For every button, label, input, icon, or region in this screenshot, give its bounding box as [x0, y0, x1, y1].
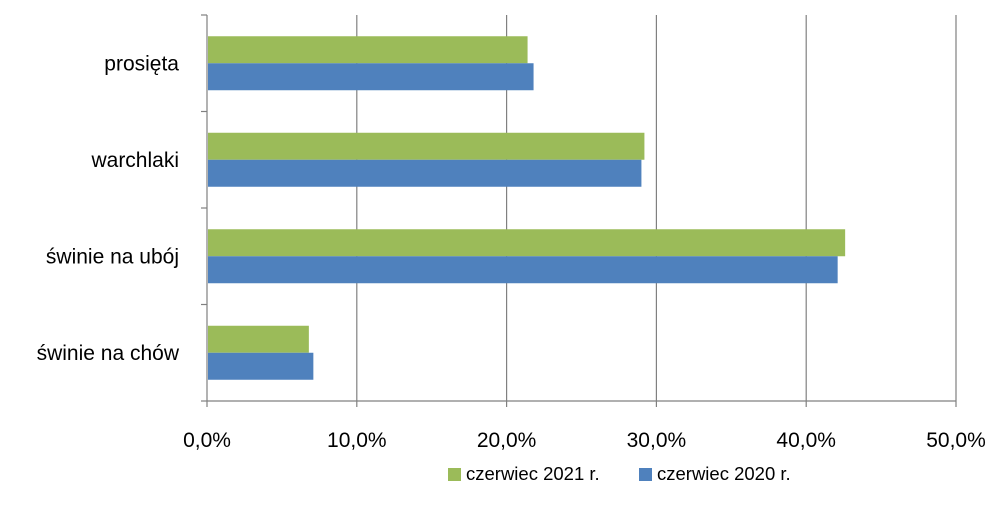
bar-2021-0	[208, 36, 528, 64]
category-label: świnie na chów	[37, 342, 180, 365]
category-label: prosięta	[104, 52, 179, 75]
legend-label-1: czerwiec 2020 r.	[657, 463, 791, 484]
bar-2021-1	[208, 132, 645, 160]
legend-swatch-1	[639, 468, 652, 481]
bar-2020-3	[208, 352, 314, 380]
bar-2021-3	[208, 325, 309, 353]
legend-swatch-0	[448, 468, 461, 481]
legend: czerwiec 2021 r. czerwiec 2020 r.	[448, 463, 791, 484]
x-tick-label: 0,0%	[183, 429, 231, 452]
category-label: warchlaki	[90, 149, 179, 172]
bar-2020-1	[208, 159, 642, 187]
bar-2021-2	[208, 229, 846, 257]
x-tick-label: 20,0%	[477, 429, 537, 452]
x-tick-label: 10,0%	[327, 429, 387, 452]
axes	[201, 14, 957, 407]
x-tick-label: 50,0%	[926, 429, 986, 452]
x-tick-label: 40,0%	[776, 429, 836, 452]
x-tick-label: 30,0%	[627, 429, 687, 452]
bars	[208, 36, 846, 380]
bar-2020-0	[208, 63, 534, 91]
bar-2020-2	[208, 256, 838, 284]
category-labels: prosięta warchlaki świnie na ubój świnie na…	[37, 52, 180, 365]
category-label: świnie na ubój	[46, 245, 179, 268]
x-tick-labels: 0,0% 10,0% 20,0% 30,0% 40,0% 50,0%	[183, 429, 986, 452]
legend-label-0: czerwiec 2021 r.	[466, 463, 600, 484]
